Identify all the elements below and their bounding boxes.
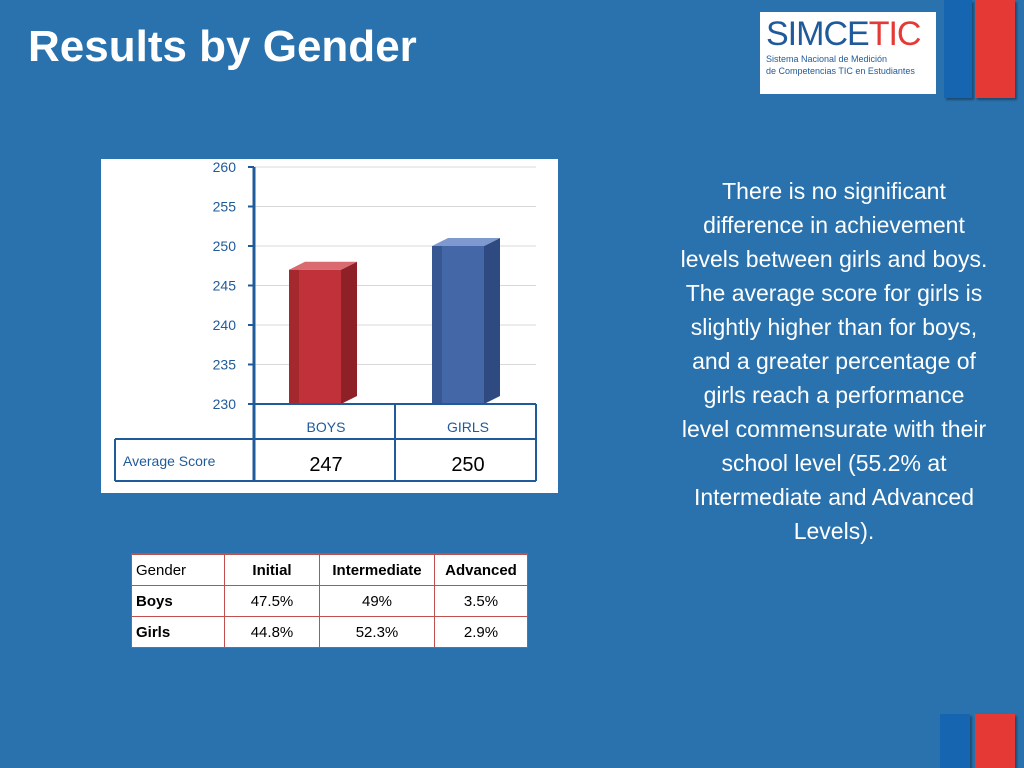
corner-stripe-blue-bottom: [940, 714, 970, 768]
bar-top-girls: [432, 238, 500, 246]
row-boys-label: Boys: [131, 585, 225, 617]
logo-tagline-line1: Sistema Nacional de Medición: [766, 54, 888, 64]
x-category-label: BOYS: [307, 419, 346, 435]
bar-side-girls: [484, 238, 500, 404]
y-tick-label: 235: [213, 357, 237, 373]
y-tick-label: 250: [213, 238, 237, 254]
row-girls-label: Girls: [131, 616, 225, 648]
row-girls-initial: 44.8%: [224, 616, 320, 648]
logo-brand: SIMCETIC: [766, 16, 930, 52]
row-boys-advanced: 3.5%: [434, 585, 528, 617]
y-tick-label: 260: [213, 159, 237, 175]
header-intermediate: Intermediate: [319, 553, 435, 586]
performance-level-table: Gender Initial Intermediate Advanced Boy…: [131, 553, 528, 648]
description-text: There is no significant difference in ac…: [680, 178, 988, 544]
data-value-label: 250: [451, 454, 484, 476]
corner-stripe-red-bottom: [975, 714, 1015, 768]
row-boys-intermediate: 49%: [319, 585, 435, 617]
row-girls-intermediate: 52.3%: [319, 616, 435, 648]
y-tick-label: 255: [213, 199, 237, 215]
slide-title: Results by Gender: [28, 22, 417, 71]
bar-top-boys: [289, 261, 357, 270]
bar-side-boys: [341, 261, 357, 404]
table-header-row: Gender Initial Intermediate Advanced: [131, 553, 528, 586]
header-gender: Gender: [131, 553, 225, 586]
logo-brand-part2: TIC: [868, 15, 922, 53]
bar-shade-boys: [289, 269, 299, 404]
average-score-chart: 260 255 250 245 240 235 230 BOYS 247 GIRLS 250 Aver…: [101, 159, 558, 493]
row-girls-advanced: 2.9%: [434, 616, 528, 648]
header-advanced: Advanced: [434, 553, 528, 586]
x-category-label: GIRLS: [447, 419, 489, 435]
bar-shade-girls: [432, 246, 442, 404]
table-row: Boys 47.5% 49% 3.5%: [131, 585, 528, 617]
table-row: Girls 44.8% 52.3% 2.9%: [131, 616, 528, 648]
row-boys-initial: 47.5%: [224, 585, 320, 617]
chart-svg: 260 255 250 245 240 235 230 BOYS 247 GIRLS 250 Aver…: [114, 159, 537, 482]
y-tick-label: 245: [213, 278, 237, 294]
row-label-average-score: Average Score: [123, 453, 216, 469]
header-initial: Initial: [224, 553, 320, 586]
corner-stripe-blue-top: [944, 0, 972, 98]
y-tick-label: 240: [213, 317, 237, 333]
logo-brand-part1: SIMCE: [766, 15, 870, 53]
logo-tagline-line2: de Competencias TIC en Estudiantes: [766, 66, 915, 76]
corner-stripe-red-top: [975, 0, 1015, 98]
y-tick-label: 230: [213, 396, 237, 412]
simcetic-logo: SIMCETIC Sistema Nacional de Medición de…: [760, 12, 936, 94]
data-value-label: 247: [309, 454, 342, 476]
